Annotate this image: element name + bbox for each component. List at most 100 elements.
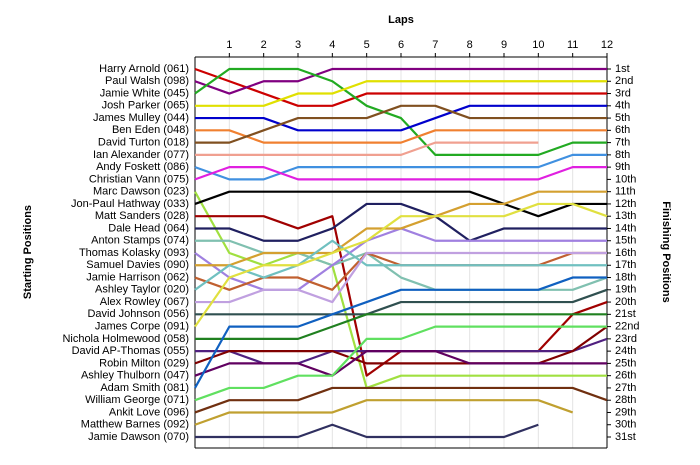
- y2-tick-label: 22nd: [615, 321, 639, 333]
- y2-tick-label: 12th: [615, 198, 636, 210]
- driver-label: Marc Dawson (023): [93, 186, 189, 198]
- driver-line: [195, 288, 608, 316]
- x-tick-label: 12: [601, 39, 613, 51]
- y2-tick-label: 27th: [615, 382, 636, 394]
- y2-tick-label: 6th: [615, 124, 630, 136]
- y2-tick-label: 15th: [615, 235, 636, 247]
- driver-line: [194, 239, 607, 291]
- y2-tick-label: 11th: [615, 186, 636, 198]
- driver-label: Josh Parker (065): [102, 100, 189, 112]
- driver-label: Jamie Harrison (062): [86, 271, 189, 283]
- driver-label: Samuel Davies (090): [86, 259, 189, 271]
- y2-tick-label: 29th: [615, 406, 636, 418]
- y2-tick-label: 18th: [615, 271, 636, 283]
- y2-tick-label: 17th: [615, 259, 636, 271]
- driver-label: Christian Vann (075): [89, 173, 189, 185]
- driver-label: Thomas Kolasky (093): [79, 247, 189, 259]
- x-tick-label: 2: [261, 39, 267, 51]
- driver-line: [195, 80, 607, 107]
- driver-label: David Turton (018): [98, 137, 189, 149]
- driver-label: Ben Eden (048): [112, 124, 189, 136]
- y2-axis-label: Finishing Positions: [660, 201, 672, 302]
- driver-label: Andy Foskett (086): [96, 161, 189, 173]
- y2-tick-label: 4th: [615, 100, 630, 112]
- driver-label: Matt Sanders (028): [95, 210, 189, 222]
- driver-line: [194, 190, 607, 218]
- x-tick-label: 3: [295, 39, 301, 51]
- chart-title: Laps: [388, 14, 414, 26]
- driver-label: James Mulley (044): [93, 112, 189, 124]
- x-tick-label: 9: [501, 39, 507, 51]
- y2-tick-label: 1st: [615, 63, 630, 75]
- y2-tick-label: 5th: [615, 112, 630, 124]
- driver-label: Alex Rowley (067): [100, 296, 189, 308]
- y2-tick-label: 28th: [615, 394, 636, 406]
- driver-line: [194, 202, 608, 328]
- driver-line: [195, 251, 607, 304]
- driver-line: [195, 104, 607, 144]
- y2-tick-label: 31st: [615, 431, 636, 443]
- driver-label: William George (071): [85, 394, 189, 406]
- y2-tick-label: 19th: [615, 284, 636, 296]
- driver-line: [194, 325, 607, 402]
- driver-line: [194, 350, 607, 377]
- y-axis-label: Starting Positions: [22, 205, 34, 299]
- y2-tick-label: 26th: [615, 370, 636, 382]
- y2-tick-label: 10th: [615, 173, 636, 185]
- driver-line: [194, 67, 607, 107]
- driver-label: Adam Smith (081): [100, 382, 189, 394]
- driver-label: Ashley Thulborn (047): [81, 370, 189, 382]
- driver-line: [194, 399, 574, 426]
- driver-label: Harry Arnold (061): [99, 63, 189, 75]
- driver-label: Ashley Taylor (020): [95, 284, 189, 296]
- driver-label: Robin Milton (029): [99, 357, 189, 369]
- driver-label: Matthew Barnes (092): [81, 419, 189, 431]
- y2-tick-label: 20th: [615, 296, 636, 308]
- y2-tick-label: 13th: [615, 210, 636, 222]
- driver-label: David Johnson (056): [87, 308, 189, 320]
- y2-tick-label: 21st: [615, 308, 636, 320]
- y2-tick-label: 23rd: [615, 333, 637, 345]
- driver-line: [194, 67, 607, 95]
- driver-line: [194, 386, 608, 414]
- driver-line: [195, 141, 539, 156]
- x-tick-label: 1: [226, 39, 232, 51]
- x-tick-label: 8: [467, 39, 473, 51]
- driver-line: [195, 129, 607, 144]
- x-tick-label: 10: [532, 39, 544, 51]
- driver-line: [195, 423, 539, 439]
- x-tick-label: 7: [432, 39, 438, 51]
- y2-tick-label: 14th: [615, 222, 636, 234]
- driver-line: [195, 202, 607, 242]
- y2-tick-label: 30th: [615, 419, 636, 431]
- driver-label: Nichola Holmewood (058): [62, 333, 189, 345]
- x-tick-label: 4: [329, 39, 335, 51]
- y2-tick-label: 9th: [615, 161, 630, 173]
- driver-label: Ian Alexander (077): [93, 149, 189, 161]
- driver-label: Jamie White (045): [100, 87, 189, 99]
- x-tick-label: 5: [364, 39, 370, 51]
- driver-line: [195, 190, 607, 267]
- driver-line: [194, 67, 607, 156]
- driver-line: [195, 104, 607, 132]
- y2-tick-label: 16th: [615, 247, 636, 259]
- driver-label: Ankit Love (096): [109, 406, 189, 418]
- y2-tick-label: 24th: [615, 345, 636, 357]
- driver-label: James Corpe (091): [95, 321, 189, 333]
- driver-label: Jon-Paul Hathway (033): [71, 198, 189, 210]
- driver-line: [194, 153, 607, 181]
- driver-line: [194, 166, 607, 181]
- driver-label: Dale Head (064): [108, 222, 189, 234]
- y2-tick-label: 2nd: [615, 75, 633, 87]
- y2-tick-label: 25th: [615, 357, 636, 369]
- x-tick-label: 11: [567, 39, 578, 51]
- y2-tick-label: 8th: [615, 149, 630, 161]
- y2-tick-label: 7th: [615, 137, 630, 149]
- driver-label: Anton Stamps (074): [91, 235, 189, 247]
- driver-label: David AP-Thomas (055): [72, 345, 189, 357]
- driver-line: [195, 313, 607, 340]
- driver-line: [194, 276, 607, 389]
- driver-label: Paul Walsh (098): [105, 75, 189, 87]
- x-tick-label: 6: [398, 39, 404, 51]
